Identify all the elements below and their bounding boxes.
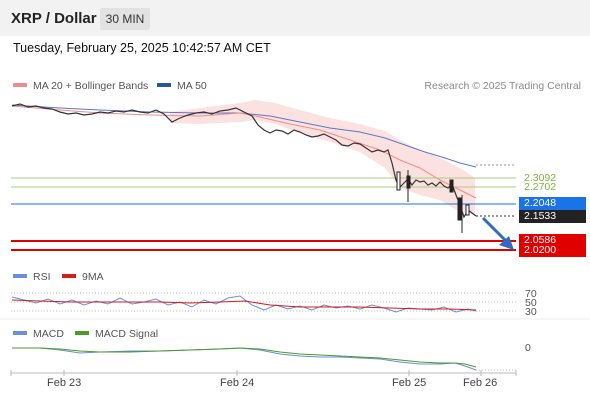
legend-ma50-label: MA 50 — [177, 80, 207, 92]
legend-ma20-label: MA 20 + Bollinger Bands — [33, 80, 149, 92]
x-label-feb26: Feb 26 — [463, 377, 498, 389]
x-label-feb24: Feb 24 — [220, 377, 255, 389]
ma50-swatch — [157, 83, 171, 88]
price-candles — [11, 103, 477, 233]
rsi-ma-swatch — [62, 274, 76, 279]
legend-rsi-ma-label: 9MA — [82, 271, 104, 283]
ma20-swatch — [13, 83, 27, 88]
legend-macd: MACD — [13, 327, 64, 341]
legend-macd-signal-label: MACD Signal — [95, 328, 159, 340]
ma20-line — [11, 105, 477, 199]
legend-rsi: RSI — [13, 270, 51, 284]
ma50-line — [11, 104, 477, 168]
chart-title: XRP / Dollar — [11, 10, 97, 27]
forecast-arrow — [481, 216, 514, 250]
macd-signal-line — [12, 347, 477, 368]
timeframe-button[interactable]: 30 MIN — [100, 8, 150, 30]
macd-panel — [12, 347, 516, 371]
macd-zero-label: 0 — [525, 342, 531, 354]
macd-signal-swatch — [75, 331, 89, 336]
current-price-tag: 2.1533 — [519, 210, 586, 223]
rsi-panel — [11, 292, 516, 313]
support-2-tag: 2.0200 — [519, 244, 586, 257]
legend-ma20: MA 20 + Bollinger Bands — [13, 79, 148, 93]
macd-line — [12, 347, 477, 371]
pivot-tag: 2.2048 — [519, 197, 586, 210]
bollinger-band — [170, 100, 475, 215]
timestamp: Tuesday, February 25, 2025 10:42:57 AM C… — [13, 41, 271, 55]
rsi-level-70: 70 — [525, 288, 537, 300]
rsi-swatch — [13, 274, 27, 279]
legend-macd-label: MACD — [33, 328, 64, 340]
rsi-level-50: 50 — [525, 297, 537, 309]
rsi-level-30: 30 — [525, 306, 537, 318]
rsi-line — [11, 295, 477, 313]
rsi-ma-line — [11, 299, 477, 311]
support-1-tag: 2.0586 — [519, 234, 586, 247]
macd-swatch — [13, 331, 27, 336]
resistance-1-label: 2.2702 — [524, 181, 557, 193]
legend-rsi-ma: 9MA — [62, 270, 104, 284]
legend-ma50: MA 50 — [157, 79, 207, 93]
x-label-feb25: Feb 25 — [392, 377, 427, 389]
legend-rsi-label: RSI — [33, 271, 51, 283]
chart-header: XRP / Dollar 30 MIN — [0, 0, 590, 36]
legend-macd-signal: MACD Signal — [75, 327, 158, 341]
credit-text: Research © 2025 Trading Central — [424, 80, 581, 92]
x-axis-ticks — [10, 370, 517, 376]
resistance-2-label: 2.3092 — [524, 172, 557, 184]
x-label-feb23: Feb 23 — [47, 377, 82, 389]
